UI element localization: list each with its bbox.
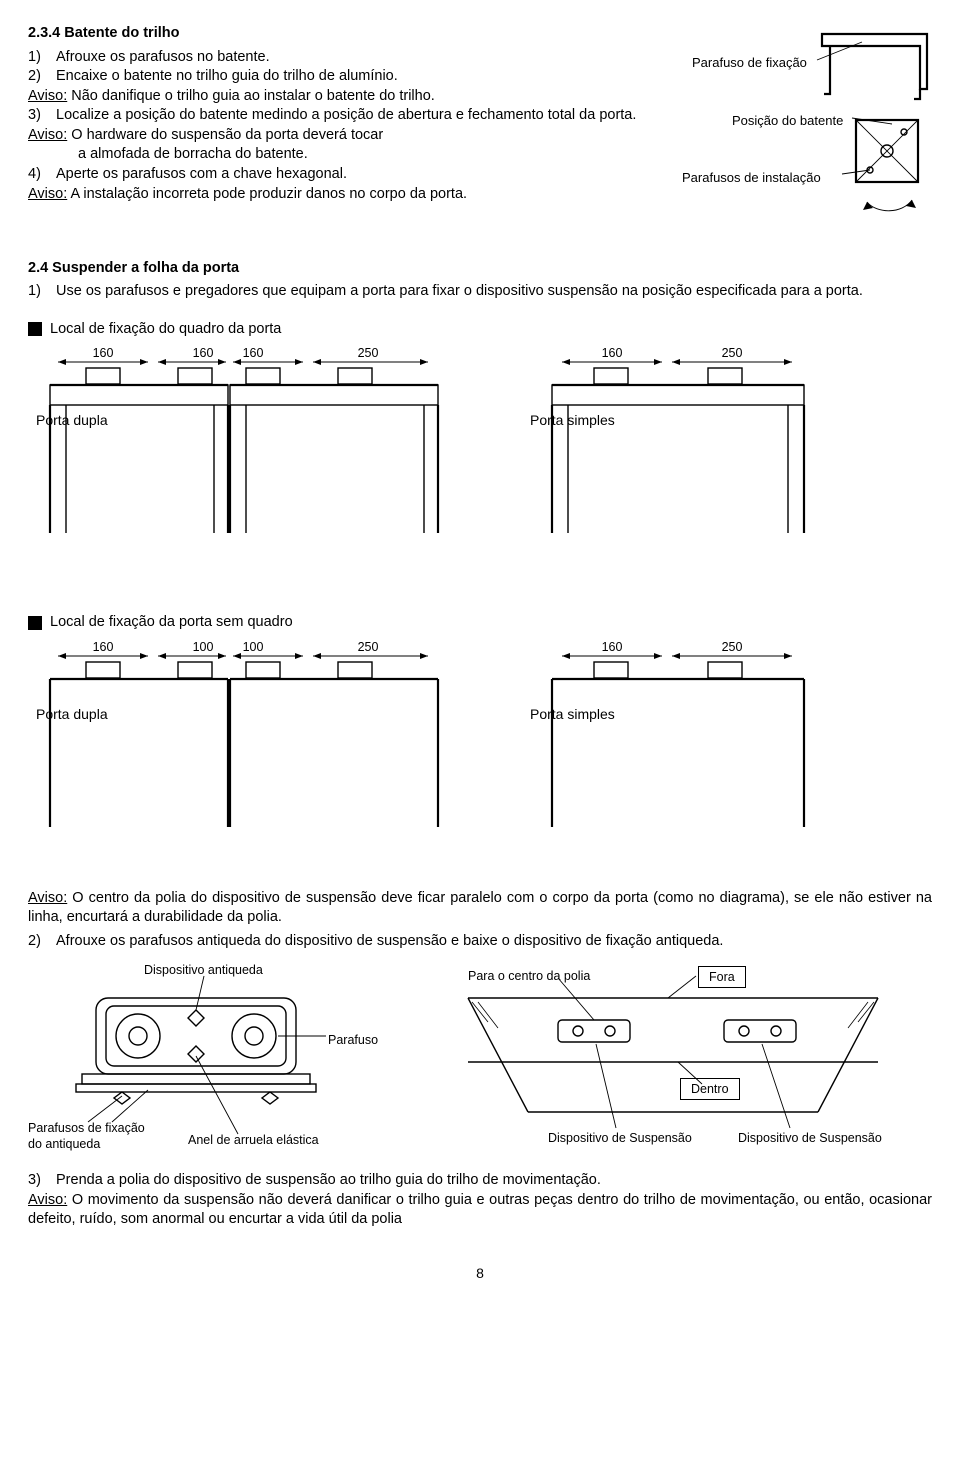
callout-label: Parafusos de fixação do antiqueda <box>28 1120 158 1154</box>
callout-label: Dispositivo de Suspensão <box>548 1130 692 1147</box>
bullet-square-icon <box>28 616 42 630</box>
item-text: Prenda a polia do dispositivo de suspens… <box>56 1171 932 1191</box>
item-num: 1) <box>28 48 56 68</box>
page-number: 8 <box>28 1264 932 1283</box>
aviso-label: Aviso: <box>28 890 67 906</box>
svg-text:160: 160 <box>193 346 214 360</box>
svg-text:160: 160 <box>93 640 114 654</box>
aviso: Aviso: O centro da polia do dispositivo … <box>28 889 932 928</box>
item-text: Aperte os parafusos com a chave hexagona… <box>56 165 672 185</box>
single-door-diagram: 160 250 Porta simples <box>522 345 842 535</box>
door-diagram-row: 160 160 160 250 <box>28 345 932 535</box>
door-label: Porta dupla <box>36 705 108 724</box>
item-num: 2) <box>28 932 56 952</box>
item-text: Afrouxe os parafusos antiqueda do dispos… <box>56 932 932 952</box>
svg-text:250: 250 <box>722 346 743 360</box>
door-label: Porta simples <box>530 411 615 430</box>
item-num: 1) <box>28 282 56 302</box>
diagram-label: Parafusos de instalação <box>682 169 821 187</box>
item-num: 3) <box>28 1171 56 1191</box>
aviso: Aviso: A instalação incorreta pode produ… <box>28 185 672 205</box>
aviso-cont: a almofada de borracha do batente. <box>28 145 672 165</box>
door-label: Porta simples <box>530 705 615 724</box>
item-text: Encaixe o batente no trilho guia do tril… <box>56 67 672 87</box>
aviso-text: Não danifique o trilho guia ao instalar … <box>67 88 435 104</box>
diagram-label: Parafuso de fixação <box>692 54 807 72</box>
callout-label: Parafuso <box>328 1032 378 1049</box>
callout-box: Dentro <box>680 1078 740 1101</box>
aviso: Aviso: O hardware do suspensão da porta … <box>28 126 672 146</box>
item-text: Localize a posição do batente medindo a … <box>56 106 672 126</box>
aviso-label: Aviso: <box>28 88 67 104</box>
svg-text:250: 250 <box>358 346 379 360</box>
bullet-square-icon <box>28 322 42 336</box>
door-label: Porta dupla <box>36 411 108 430</box>
double-door-diagram: 160 160 160 250 <box>28 345 498 535</box>
overhead-diagram <box>438 962 908 1157</box>
section-24-title: 2.4 Suspender a folha da porta <box>28 259 932 279</box>
double-door-diagram: 160 100 100 250 Por <box>28 639 498 829</box>
aviso-label: Aviso: <box>28 1192 67 1208</box>
diagram-label: Posição do batente <box>732 112 843 130</box>
aviso-text: O hardware do suspensão da porta deverá … <box>67 127 383 143</box>
svg-text:160: 160 <box>602 640 623 654</box>
aviso-text: A instalação incorreta pode produzir dan… <box>67 186 467 202</box>
svg-text:100: 100 <box>193 640 214 654</box>
rail-stopper-diagram: Parafuso de fixação Posição do batente P… <box>682 24 932 251</box>
aviso-label: Aviso: <box>28 186 67 202</box>
svg-text:100: 100 <box>243 640 264 654</box>
svg-text:160: 160 <box>93 346 114 360</box>
item-num: 3) <box>28 106 56 126</box>
section-234-title: 2.3.4 Batente do trilho <box>28 24 672 44</box>
callout-label: Anel de arruela elástica <box>188 1132 319 1149</box>
callout-label: Para o centro da polia <box>468 968 590 985</box>
door-diagram-row: 160 100 100 250 Por <box>28 639 932 829</box>
aviso-text: O movimento da suspensão não deverá dani… <box>28 1192 932 1228</box>
svg-text:160: 160 <box>243 346 264 360</box>
bullet-text: Local de fixação da porta sem quadro <box>50 613 293 633</box>
bottom-diagram-row: Dispositivo antiqueda Parafuso Parafusos… <box>28 962 932 1164</box>
item-num: 2) <box>28 67 56 87</box>
aviso: Aviso: O movimento da suspensão não deve… <box>28 1191 932 1230</box>
aviso-text: O centro da polia do dispositivo de susp… <box>28 890 932 926</box>
callout-box: Fora <box>698 966 746 989</box>
single-door-diagram: 160 250 Porta simples <box>522 639 842 829</box>
aviso: Aviso: Não danifique o trilho guia ao in… <box>28 87 672 107</box>
bullet-text: Local de fixação do quadro da porta <box>50 320 281 340</box>
callout-label: Dispositivo antiqueda <box>144 962 263 979</box>
item-text: Use os parafusos e pregadores que equipa… <box>56 282 932 302</box>
callout-label: Dispositivo de Suspensão <box>738 1130 882 1147</box>
svg-text:160: 160 <box>602 346 623 360</box>
item-num: 4) <box>28 165 56 185</box>
svg-text:250: 250 <box>722 640 743 654</box>
aviso-label: Aviso: <box>28 127 67 143</box>
svg-text:250: 250 <box>358 640 379 654</box>
item-text: Afrouxe os parafusos no batente. <box>56 48 672 68</box>
